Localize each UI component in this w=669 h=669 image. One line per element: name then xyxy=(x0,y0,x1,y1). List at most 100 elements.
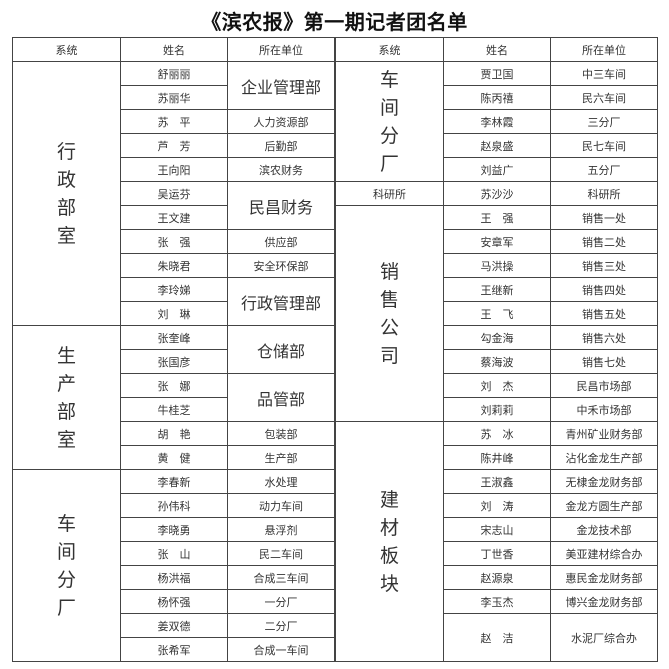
unit-cell: 安全环保部 xyxy=(227,253,336,278)
table-row: 赵源泉 惠民金龙财务部 xyxy=(336,565,659,590)
table-row: 杨洪福 合成三车间 xyxy=(13,565,336,590)
name-cell: 张国彦 xyxy=(120,349,229,374)
unit-cell: 青州矿业财务部 xyxy=(550,421,659,446)
unit-cell: 销售四处 xyxy=(550,277,659,302)
table-row: 王 飞销售五处 xyxy=(336,301,659,326)
name-cell: 苏 冰 xyxy=(443,421,552,446)
table-row: 陈井峰 沾化金龙生产部 xyxy=(336,445,659,470)
table-row: 赵 洁水泥厂综合办 xyxy=(336,613,659,662)
table-row: 张 强供应部 xyxy=(13,229,336,254)
unit-cell: 人力资源部 xyxy=(227,109,336,134)
name-cell: 李春新 xyxy=(120,469,229,494)
table-row: 销售公司王 强销售一处 xyxy=(335,205,659,422)
table-row: 李晓勇 悬浮剂 xyxy=(13,517,336,542)
unit-cell: 后勤部 xyxy=(227,133,336,158)
name-cell: 刘 琳 xyxy=(120,301,229,326)
unit-cell: 二分厂 xyxy=(227,613,336,638)
table-row: 李玲娣 行政管理部 xyxy=(13,277,336,326)
unit-cell: 中禾市场部 xyxy=(550,397,659,422)
unit-cell: 水处理 xyxy=(227,469,336,494)
roster-table-left: 系统 姓名 所在单位 行政部室 舒丽丽 企业管理部 苏丽华苏 平人力资源部芦 芳后勤部 王向阳… xyxy=(11,37,336,662)
header-row: 系统 姓名 所在单位 xyxy=(335,37,659,62)
unit-cell: 民昌财务 xyxy=(227,181,336,230)
name-cell: 王向阳 xyxy=(120,157,229,182)
name-cell: 王淑鑫 xyxy=(443,469,552,494)
table-row: 车间分厂 贾卫国 中三车间 xyxy=(335,61,659,182)
unit-cell: 销售一处 xyxy=(550,205,659,230)
system-cell: 建材板块 xyxy=(335,421,445,662)
name-cell: 芦 芳 xyxy=(120,133,229,158)
header-system: 系统 xyxy=(335,37,445,62)
header-name: 姓名 xyxy=(120,37,229,62)
name-cell: 马洪操 xyxy=(443,253,552,278)
unit-cell: 沾化金龙生产部 xyxy=(550,445,659,470)
table-row: 张希军 合成一车间 xyxy=(13,637,336,662)
system-cell: 销售公司 xyxy=(335,205,445,422)
unit-cell: 水泥厂综合办 xyxy=(550,613,659,662)
system-cell: 车间分厂 xyxy=(335,61,445,182)
name-cell: 陈井峰 xyxy=(443,445,552,470)
name-cell: 丁世香 xyxy=(443,541,552,566)
system-cell: 行政部室 xyxy=(11,61,122,326)
name-cell: 苏 平 xyxy=(120,109,229,134)
header-unit: 所在单位 xyxy=(227,37,336,62)
unit-cell: 三分厂 xyxy=(550,109,659,134)
unit-cell: 仓储部 xyxy=(227,325,336,374)
table-row: 刘益广 五分厂 xyxy=(336,157,659,182)
name-cell: 勾金海 xyxy=(443,325,552,350)
name-cell: 张 娜 xyxy=(120,373,229,398)
table-row: 丁世香 美亚建材综合办 xyxy=(336,541,659,566)
name-cell: 刘 杰 xyxy=(443,373,552,398)
header-unit: 所在单位 xyxy=(550,37,659,62)
table-row: 李玉杰 博兴金龙财务部 xyxy=(336,589,659,614)
unit-cell: 合成一车间 xyxy=(227,637,336,662)
table-row: 陈丙禧 民六车间 xyxy=(336,85,659,110)
unit-cell: 销售七处 xyxy=(550,349,659,374)
table-row: 李林霞 三分厂 xyxy=(336,109,659,134)
table-row: 车间分厂 李春新 水处理 xyxy=(11,469,336,662)
name-cell: 吴运芬 xyxy=(120,181,229,206)
unit-cell: 销售三处 xyxy=(550,253,659,278)
unit-cell: 无棣金龙财务部 xyxy=(550,469,659,494)
table-row: 马洪操 销售三处 xyxy=(336,253,659,278)
roster-table-right: 系统 姓名 所在单位 车间分厂 贾卫国 中三车间 陈丙禧 民六车间 李林霞 三分厂 赵泉盛 民七车间刘… xyxy=(335,37,659,662)
name-cell: 王文建 xyxy=(120,205,229,230)
unit-cell: 品管部 xyxy=(227,373,336,422)
name-cell: 胡 艳 xyxy=(120,421,229,446)
table-row: 苏丽华 xyxy=(13,85,335,110)
unit-cell: 生产部 xyxy=(227,445,336,470)
name-cell: 孙伟科 xyxy=(120,493,229,518)
name-cell: 张奎峰 xyxy=(120,325,229,350)
unit-cell: 供应部 xyxy=(227,229,336,254)
table-row: 张 娜品管部 xyxy=(13,373,336,422)
unit-cell: 合成三车间 xyxy=(227,565,336,590)
unit-cell: 中三车间 xyxy=(550,61,659,86)
table-row: 蔡海波 销售七处 xyxy=(336,349,659,374)
unit-cell: 包装部 xyxy=(227,421,336,446)
name-cell: 赵 洁 xyxy=(443,613,552,662)
unit-cell: 悬浮剂 xyxy=(227,517,336,542)
header-system: 系统 xyxy=(11,37,122,62)
table-row: 王文建 xyxy=(13,205,335,230)
unit-cell: 销售六处 xyxy=(550,325,659,350)
name-cell: 王继新 xyxy=(443,277,552,302)
unit-cell: 滨农财务 xyxy=(227,157,336,182)
unit-cell: 行政管理部 xyxy=(227,277,336,326)
name-cell: 赵源泉 xyxy=(443,565,552,590)
name-cell: 朱晓君 xyxy=(120,253,229,278)
name-cell: 李晓勇 xyxy=(120,517,229,542)
name-cell: 姜双德 xyxy=(120,613,229,638)
page-title: 《滨农报》第一期记者团名单 xyxy=(201,10,468,34)
table-row: 刘莉莉 中禾市场部 xyxy=(336,397,659,422)
unit-cell: 民昌市场部 xyxy=(550,373,659,398)
name-cell: 刘莉莉 xyxy=(443,397,552,422)
unit-cell: 动力车间 xyxy=(227,493,336,518)
name-cell: 宋志山 xyxy=(443,517,552,542)
name-cell: 苏丽华 xyxy=(120,85,229,110)
table-row: 孙伟科 动力车间 xyxy=(13,493,336,518)
name-cell: 王 强 xyxy=(443,205,552,230)
table-row: 勾金海 销售六处 xyxy=(336,325,659,350)
unit-cell: 民六车间 xyxy=(550,85,659,110)
table-row: 姜双德 二分厂 xyxy=(13,613,336,638)
unit-cell: 博兴金龙财务部 xyxy=(550,589,659,614)
